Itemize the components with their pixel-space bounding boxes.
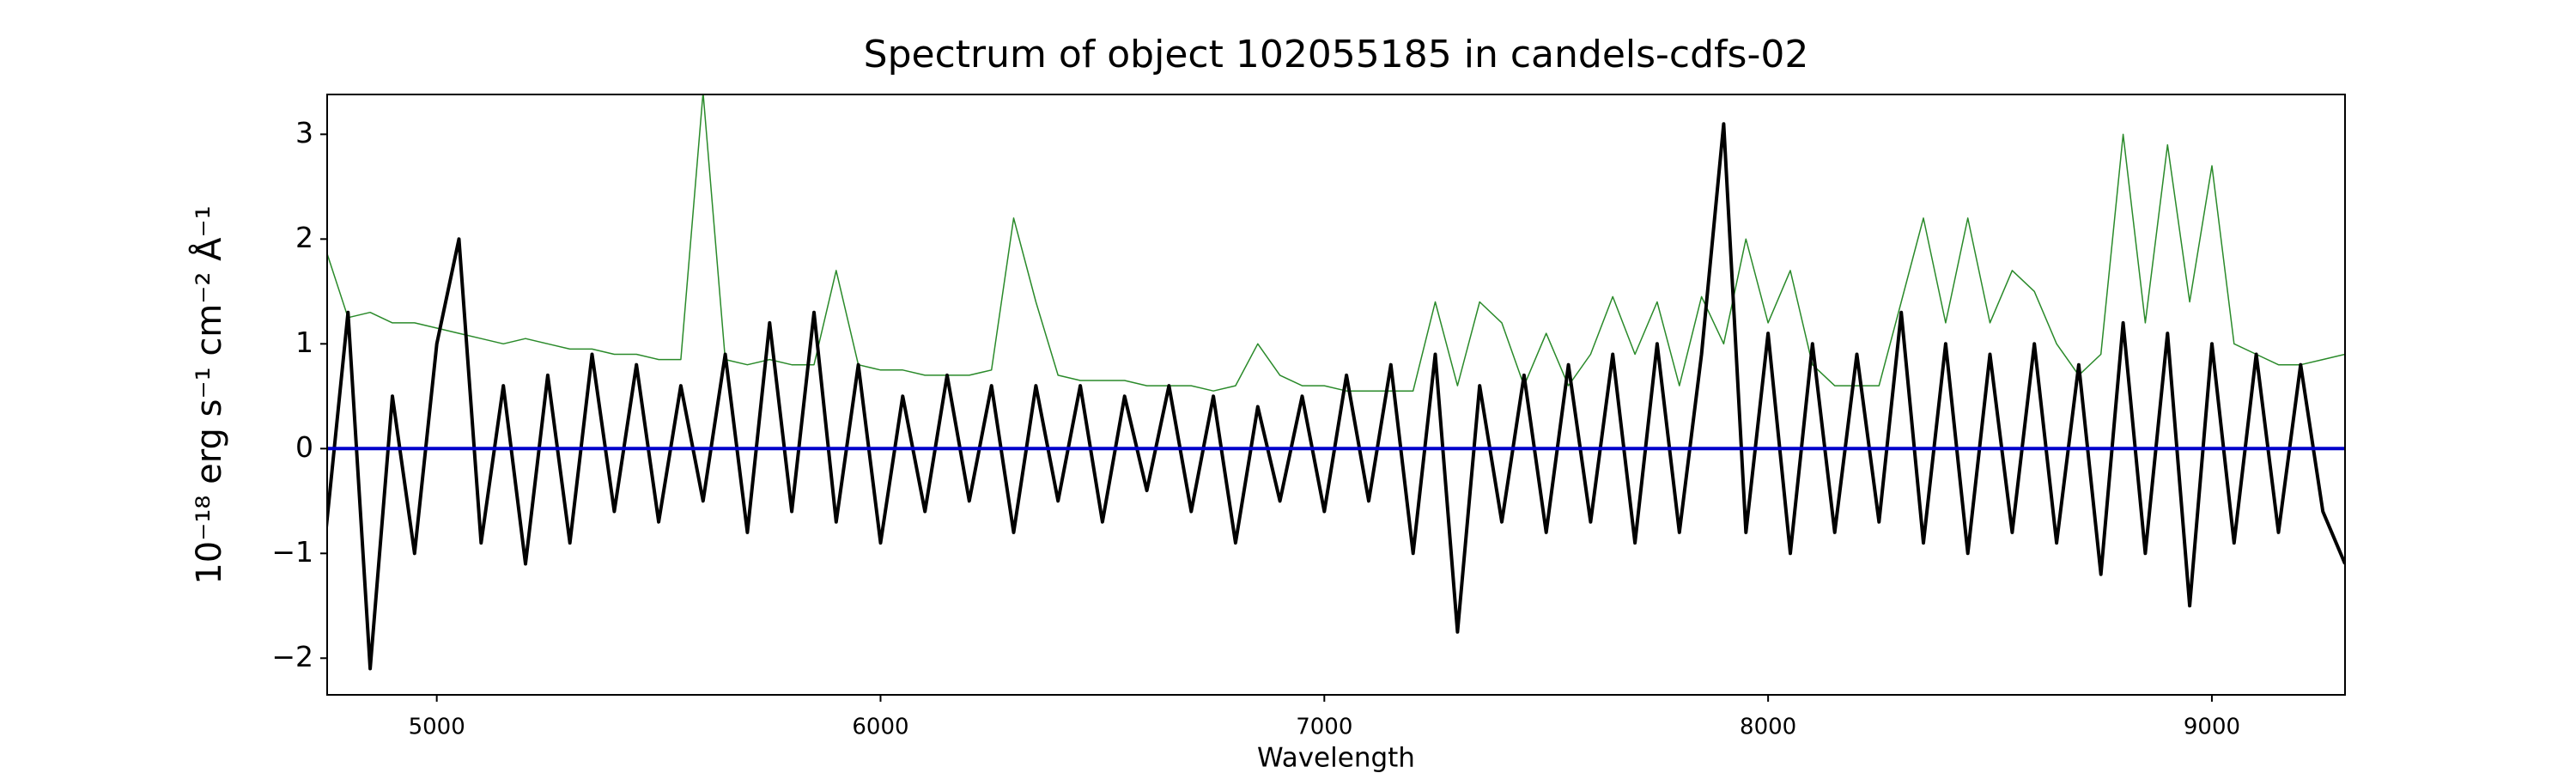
y-axis-label: 10⁻¹⁸ erg s⁻¹ cm⁻² Å⁻¹ xyxy=(188,205,229,584)
x-tick-label: 8000 xyxy=(1740,715,1796,740)
x-tick-label: 7000 xyxy=(1296,715,1352,740)
x-axis-label: Wavelength xyxy=(1257,743,1415,773)
y-tick-label: 2 xyxy=(295,221,313,254)
x-tick-label: 5000 xyxy=(409,715,465,740)
plot-frame xyxy=(326,94,2346,696)
x-tick-label: 9000 xyxy=(2184,715,2240,740)
y-tick-label: −1 xyxy=(271,535,313,569)
y-tick-label: 1 xyxy=(295,326,313,359)
spectrum-line xyxy=(327,122,2345,671)
y-tick-label: 0 xyxy=(295,430,313,464)
y-tick-label: −2 xyxy=(271,640,313,673)
x-tick-label: 6000 xyxy=(852,715,908,740)
spectrum-line xyxy=(327,94,2345,392)
plot-lines xyxy=(327,94,2345,671)
y-tick-label: 3 xyxy=(295,116,313,149)
chart-title: Spectrum of object 102055185 in candels-… xyxy=(864,33,1809,76)
